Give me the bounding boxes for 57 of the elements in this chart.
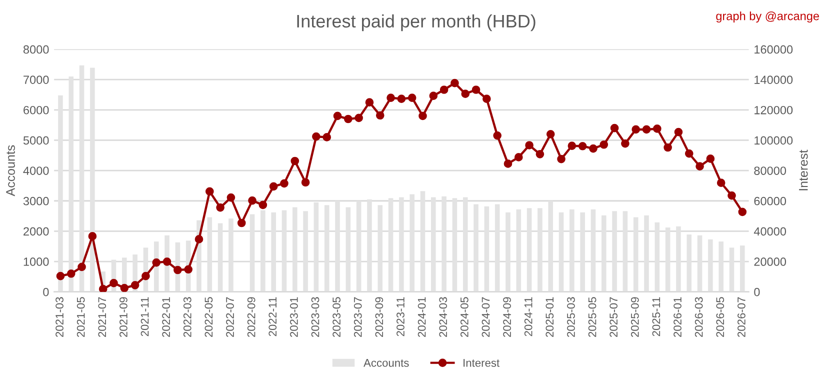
- y-tick-label: 6000: [24, 106, 49, 114]
- x-tick-label: 2026-03: [694, 297, 703, 337]
- y2-axis-title: Interest: [799, 150, 808, 190]
- chart-title: Interest paid per month (HBD): [297, 14, 536, 32]
- x-tick-label: 2024-07: [482, 297, 490, 337]
- text: graph by @arcange: [716, 12, 820, 23]
- x-tick-label: 2026-01: [674, 297, 682, 337]
- y2-tick-label: 140000: [754, 76, 793, 84]
- x-tick-label: 2021-07: [98, 297, 106, 337]
- x-tick-label: 2022-11: [268, 297, 277, 336]
- x-tick-label: 2026-07: [738, 297, 746, 337]
- y-tick-label: 4000: [23, 166, 49, 175]
- x-tick-label: 2023-01: [290, 297, 298, 337]
- x-tick-label: 2025-09: [630, 297, 639, 337]
- x-tick-label: 2023-03: [311, 297, 320, 337]
- x-tick-label: 2024-03: [439, 297, 448, 337]
- y-tick-label: 1000: [24, 258, 49, 266]
- y2-tick-label: 0: [754, 288, 760, 296]
- y-tick-label: 8000: [23, 45, 49, 54]
- x-tick-label: 2024-11: [524, 297, 532, 336]
- x-tick-label: 2021-09: [120, 297, 128, 337]
- x-tick-label: 2023-11: [396, 297, 404, 336]
- x-tick-label: 2022-09: [247, 297, 256, 337]
- x-tick-label: 2021-05: [76, 297, 85, 337]
- x-tick-label: 2025-03: [567, 297, 575, 337]
- x-tick-label: 2025-11: [652, 297, 660, 336]
- y-tick-label: 0: [43, 288, 49, 296]
- y2-tick-label: 60000: [754, 196, 786, 206]
- y2-tick-label: 40000: [754, 227, 786, 236]
- y2-tick-label: 100000: [754, 136, 793, 145]
- y2-tick-label: 20000: [754, 258, 786, 266]
- x-tick-label: 2024-01: [418, 297, 426, 337]
- x-tick-label: 2023-07: [354, 297, 362, 337]
- x-tick-label: 2022-07: [226, 297, 234, 337]
- y-tick-label: 7000: [24, 76, 49, 84]
- x-tick-label: 2022-05: [204, 297, 213, 337]
- x-tick-label: 2024-09: [503, 297, 511, 337]
- x-tick-label: 2023-09: [375, 297, 384, 337]
- y-axis-title: Accounts: [6, 145, 15, 196]
- y2-tick-label: 120000: [754, 106, 793, 114]
- x-tick-label: 2022-01: [162, 297, 170, 337]
- y-tick-label: 3000: [23, 196, 49, 206]
- x-tick-label: 2021-11: [140, 297, 149, 336]
- y2-tick-label: 160000: [754, 45, 793, 54]
- y-tick-label: 5000: [23, 136, 49, 145]
- x-tick-label: 2025-07: [610, 297, 618, 337]
- x-tick-label: 2023-05: [332, 297, 340, 337]
- x-tick-label: 2025-05: [588, 297, 596, 337]
- y2-tick-label: 80000: [754, 166, 786, 175]
- x-tick-label: 2025-01: [546, 297, 554, 337]
- legend-label: Interest: [464, 359, 500, 367]
- x-tick-label: 2024-05: [460, 297, 468, 337]
- legend-label: Accounts: [364, 359, 409, 367]
- x-tick-label: 2021-03: [56, 297, 64, 337]
- x-tick-label: 2022-03: [183, 297, 192, 337]
- y-tick-label: 2000: [24, 227, 49, 236]
- x-tick-label: 2026-05: [716, 297, 724, 337]
